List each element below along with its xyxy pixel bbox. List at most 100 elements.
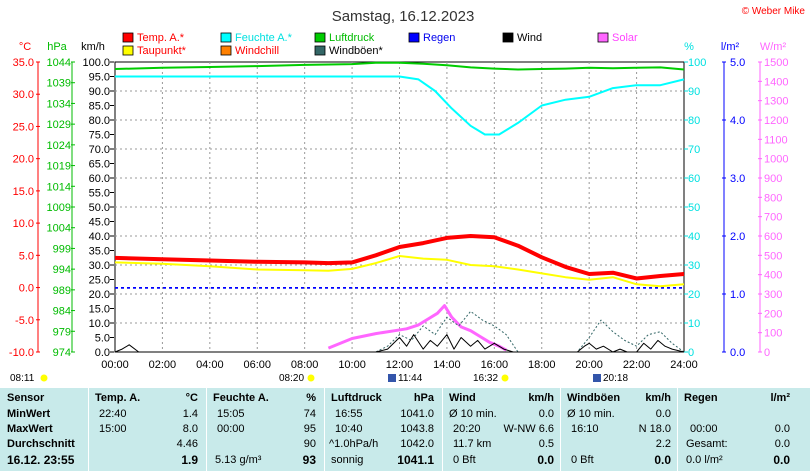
- wind-tick-label: 55.0: [89, 188, 110, 200]
- temp-avg: 4.46: [176, 438, 198, 450]
- pressure-tick-label: 979: [53, 326, 71, 338]
- wind-tick-label: 70.0: [89, 144, 110, 156]
- legend-swatch: [122, 32, 134, 43]
- legend-label: Windböen*: [329, 45, 384, 57]
- time-markers: 08:11 08:20 11:44 16:32 20:18: [10, 373, 628, 384]
- x-tick-label: 06:00: [243, 359, 271, 371]
- pressure-tick-label: 974: [53, 347, 71, 359]
- pressure-tick-label: 1034: [47, 98, 71, 110]
- temp-tick-label: 0.0: [19, 283, 34, 295]
- pressure-tick-label: 1009: [47, 202, 71, 214]
- wind-tick-label: 0.0: [95, 347, 110, 359]
- humidity-min-time: 15:05: [217, 408, 245, 420]
- pressure-tick-label: 1014: [47, 181, 71, 193]
- pressure-tick-label: 1019: [47, 161, 71, 173]
- wind-distance: 11.7 km: [453, 438, 492, 450]
- temp-unit-label: °C: [19, 41, 31, 53]
- temp-min-time: 22:40: [99, 408, 127, 420]
- solar-tick-label: 1400: [764, 76, 788, 88]
- rain-tick-label: 5.0: [730, 57, 745, 69]
- temp-tick-label: 15.0: [13, 186, 34, 198]
- temp-tick-label: -5.0: [15, 315, 34, 327]
- temp-tick-label: 10.0: [13, 218, 34, 230]
- humidity-unit-label: %: [684, 41, 694, 53]
- humidity-tick-label: 100: [688, 57, 706, 69]
- humidity-max: 95: [303, 423, 316, 435]
- temp-tick-label: -10.0: [9, 347, 34, 359]
- sensor-label: Sensor: [7, 392, 45, 404]
- wind-unit: km/h: [528, 392, 554, 404]
- pressure-tick-label: 984: [53, 306, 71, 318]
- wind-tick-label: 35.0: [89, 246, 110, 258]
- gusts-bft: 0 Bft: [571, 454, 594, 466]
- legend-label: Wind: [517, 32, 542, 44]
- legend-swatch: [597, 32, 609, 43]
- legend-label: Feuchte A.*: [235, 32, 293, 44]
- legend-swatch: [122, 45, 134, 56]
- solar-tick-label: 900: [764, 173, 782, 185]
- wind-max-time: 20:20: [453, 423, 481, 435]
- weather-chart: Samstag, 16.12.2023 © Weber Mike Temp. A…: [9, 6, 806, 384]
- rain-tick-label: 3.0: [730, 173, 745, 185]
- copyright-label: © Weber Mike: [742, 6, 806, 17]
- rain-tick-label: 1.0: [730, 289, 745, 301]
- pressure-unit: hPa: [413, 392, 434, 404]
- chart-title: Samstag, 16.12.2023: [332, 8, 475, 25]
- wind-tick-label: 5.0: [95, 333, 110, 345]
- pressure-tick-label: 989: [53, 285, 71, 297]
- min-label: MinWert: [7, 408, 51, 420]
- wind-tick-label: 95.0: [89, 72, 110, 84]
- humidity-avg: 90: [303, 438, 316, 450]
- pressure-trend: ^1.0hPa/h: [329, 438, 379, 450]
- humidity-tick-label: 50: [688, 202, 700, 214]
- wind-bft: 0 Bft: [453, 454, 476, 466]
- rain-unit-label: l/m²: [721, 41, 740, 53]
- rain-tick-label: 0.0: [730, 347, 745, 359]
- stats-wind-column: Wind km/h Ø 10 min. 0.0 20:20 W-NW 6.6 1…: [443, 388, 560, 471]
- rain-current-text: 0.0 l/m²: [686, 454, 723, 466]
- sun-icon: [307, 374, 315, 382]
- pressure-header: Luftdruck: [331, 392, 382, 404]
- stats-pressure-column: Luftdruck hPa 16:55 1041.0 10:40 1043.8 …: [325, 388, 442, 471]
- temp-tick-label: 35.0: [13, 57, 34, 69]
- gusts-unit: km/h: [645, 392, 671, 404]
- legend-swatch: [220, 32, 232, 43]
- pressure-current: 1041.1: [397, 453, 434, 467]
- stats-humidity-column: Feuchte A. % 15:05 74 00:00 95 90 5.13 g…: [207, 388, 324, 471]
- sun-icon: [40, 374, 48, 382]
- wind-max-dir: W-NW 6.6: [503, 423, 554, 435]
- series-line: [352, 310, 685, 353]
- legend-label: Taupunkt*: [137, 45, 187, 57]
- humidity-unit: %: [306, 392, 316, 404]
- solar-tick-label: 1100: [764, 134, 788, 146]
- wind-tick-label: 100.0: [82, 57, 110, 69]
- wind-tick-label: 90.0: [89, 86, 110, 98]
- current-datetime: 16.12. 23:55: [7, 453, 75, 467]
- temp-unit: °C: [185, 392, 198, 404]
- wind-tick-label: 80.0: [89, 115, 110, 127]
- x-tick-label: 08:00: [291, 359, 319, 371]
- grid-lines: [115, 62, 684, 352]
- solar-tick-label: 500: [764, 250, 782, 262]
- solar-tick-label: 1200: [764, 115, 788, 127]
- wind-current: 0.0: [537, 453, 554, 467]
- gusts-10min-label: Ø 10 min.: [567, 408, 615, 420]
- gusts-current: 0.0: [654, 453, 671, 467]
- legend-swatch: [314, 32, 326, 43]
- wind-10min-label: Ø 10 min.: [449, 408, 497, 420]
- x-tick-label: 02:00: [149, 359, 177, 371]
- pressure-max-time: 10:40: [335, 423, 363, 435]
- axes: 35.0 30.0 25.0 20.0 15.0 10.0 5.0 0.0 -5.0 -10.0 1…: [9, 57, 789, 359]
- humidity-tick-label: 80: [688, 115, 700, 127]
- pressure-min-time: 16:55: [335, 408, 363, 420]
- temp-max-time: 15:00: [99, 423, 127, 435]
- wind-tick-label: 85.0: [89, 101, 110, 113]
- x-tick-label: 00:00: [101, 359, 129, 371]
- humidity-tick-label: 70: [688, 144, 700, 156]
- legend-swatch: [408, 32, 420, 43]
- wind-tick-label: 40.0: [89, 231, 110, 243]
- rain-max-time: 00:00: [690, 423, 718, 435]
- solar-unit-label: W/m²: [760, 41, 787, 53]
- wind-avg: 0.5: [538, 438, 554, 450]
- series-line: [114, 255, 685, 288]
